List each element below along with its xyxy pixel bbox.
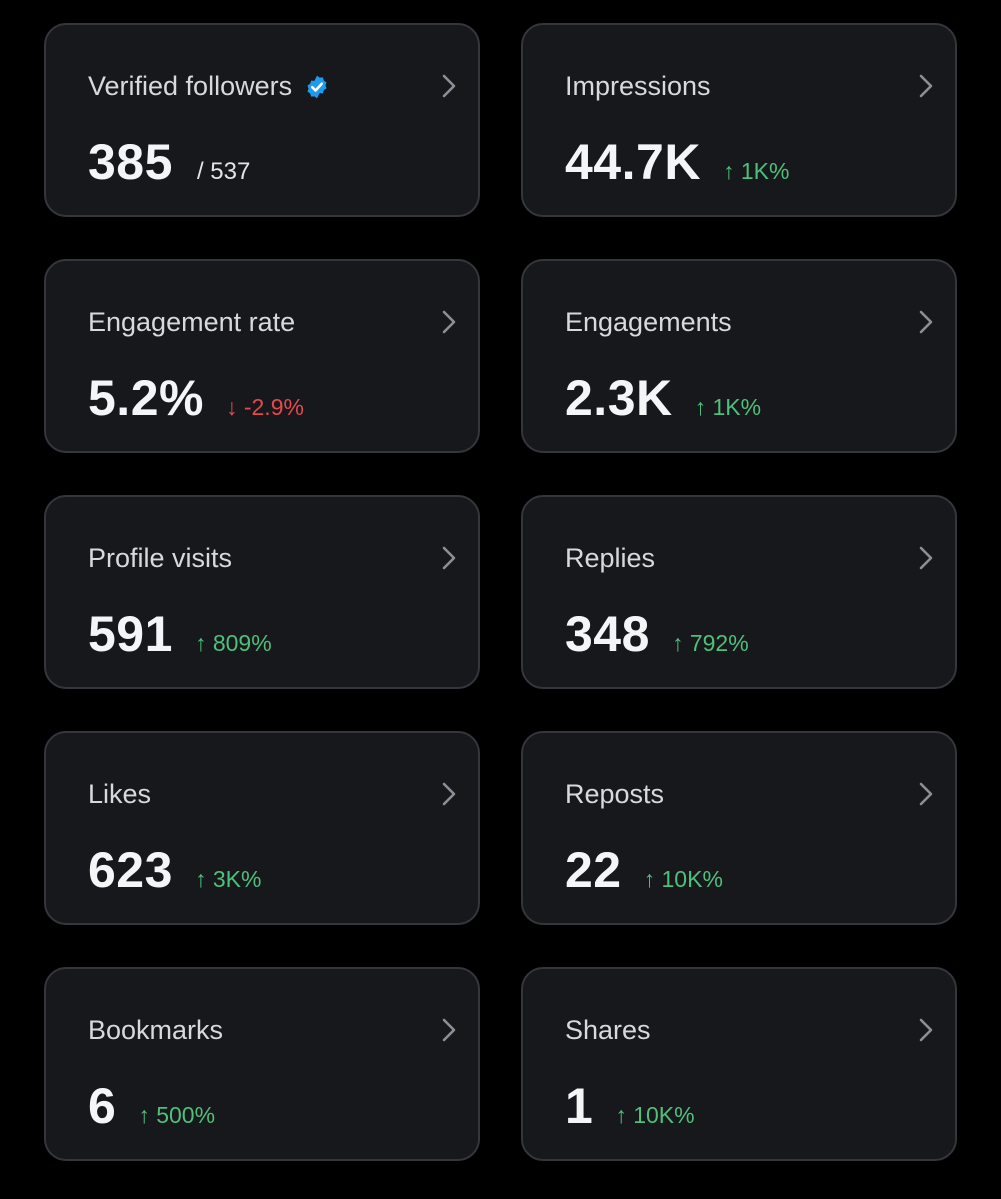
card-label: Bookmarks <box>88 1015 224 1045</box>
value-row: 5.2% ↓ -2.9% <box>88 369 304 427</box>
metric-value: 5.2% <box>88 370 204 426</box>
card-engagements[interactable]: Engagements 2.3K ↑ 1K% <box>521 259 957 453</box>
metric-change: ↓ -2.9% <box>225 394 304 420</box>
card-label: Reposts <box>565 779 665 809</box>
chevron-right-icon[interactable] <box>915 1015 937 1045</box>
chevron-right-icon[interactable] <box>915 71 937 101</box>
value-row: 591 ↑ 809% <box>88 605 272 663</box>
card-impressions[interactable]: Impressions 44.7K ↑ 1K% <box>521 23 957 217</box>
metric-value: 22 <box>565 842 622 898</box>
verified-badge-icon <box>307 75 327 98</box>
card-bookmarks[interactable]: Bookmarks 6 ↑ 500% <box>44 967 480 1161</box>
card-reposts[interactable]: Reposts 22 ↑ 10K% <box>521 731 957 925</box>
chevron-right-icon[interactable] <box>438 1015 460 1045</box>
metric-change: ↑ 3K% <box>194 866 262 892</box>
card-likes[interactable]: Likes 623 ↑ 3K% <box>44 731 480 925</box>
metric-value: 2.3K <box>565 370 673 426</box>
metric-value: 385 <box>88 134 173 190</box>
chevron-right-icon[interactable] <box>438 307 460 337</box>
metric-change: ↑ 10K% <box>615 1102 695 1128</box>
metric-value: 6 <box>88 1078 117 1134</box>
value-row: 385 / 537 <box>88 133 250 191</box>
card-label: Profile visits <box>88 543 233 573</box>
card-label: Verified followers <box>88 71 293 101</box>
metric-change: ↑ 10K% <box>643 866 723 892</box>
card-label: Engagement rate <box>88 307 296 337</box>
card-profile-visits[interactable]: Profile visits 591 ↑ 809% <box>44 495 480 689</box>
metric-value: 44.7K <box>565 134 701 190</box>
metric-total: / 537 <box>196 158 251 185</box>
value-row: 2.3K ↑ 1K% <box>565 369 761 427</box>
card-label: Impressions <box>565 71 711 101</box>
metric-value: 591 <box>88 606 173 662</box>
chevron-right-icon[interactable] <box>915 543 937 573</box>
value-row: 623 ↑ 3K% <box>88 841 261 899</box>
chevron-right-icon[interactable] <box>915 779 937 809</box>
chevron-right-icon[interactable] <box>438 543 460 573</box>
card-shares[interactable]: Shares 1 ↑ 10K% <box>521 967 957 1161</box>
value-row: 22 ↑ 10K% <box>565 841 723 899</box>
metric-change: ↑ 1K% <box>694 394 762 420</box>
chevron-right-icon[interactable] <box>915 307 937 337</box>
metric-value: 348 <box>565 606 650 662</box>
card-label-row: Verified followers <box>88 71 330 102</box>
metric-value: 623 <box>88 842 173 898</box>
value-row: 348 ↑ 792% <box>565 605 749 663</box>
metric-value: 1 <box>565 1078 594 1134</box>
card-label: Engagements <box>565 307 732 337</box>
metric-change: ↑ 792% <box>671 630 749 656</box>
card-engagement-rate[interactable]: Engagement rate 5.2% ↓ -2.9% <box>44 259 480 453</box>
value-row: 6 ↑ 500% <box>88 1077 215 1135</box>
card-label: Shares <box>565 1015 651 1045</box>
metric-change: ↑ 1K% <box>722 158 790 184</box>
metrics-grid: Verified followers 385 / 537 Impressions… <box>44 23 957 1161</box>
card-label: Likes <box>88 779 152 809</box>
card-label: Replies <box>565 543 656 573</box>
metric-change: ↑ 500% <box>138 1102 216 1128</box>
card-replies[interactable]: Replies 348 ↑ 792% <box>521 495 957 689</box>
metric-change: ↑ 809% <box>194 630 272 656</box>
value-row: 1 ↑ 10K% <box>565 1077 695 1135</box>
card-verified-followers[interactable]: Verified followers 385 / 537 <box>44 23 480 217</box>
chevron-right-icon[interactable] <box>438 779 460 809</box>
value-row: 44.7K ↑ 1K% <box>565 133 789 191</box>
chevron-right-icon[interactable] <box>438 71 460 101</box>
